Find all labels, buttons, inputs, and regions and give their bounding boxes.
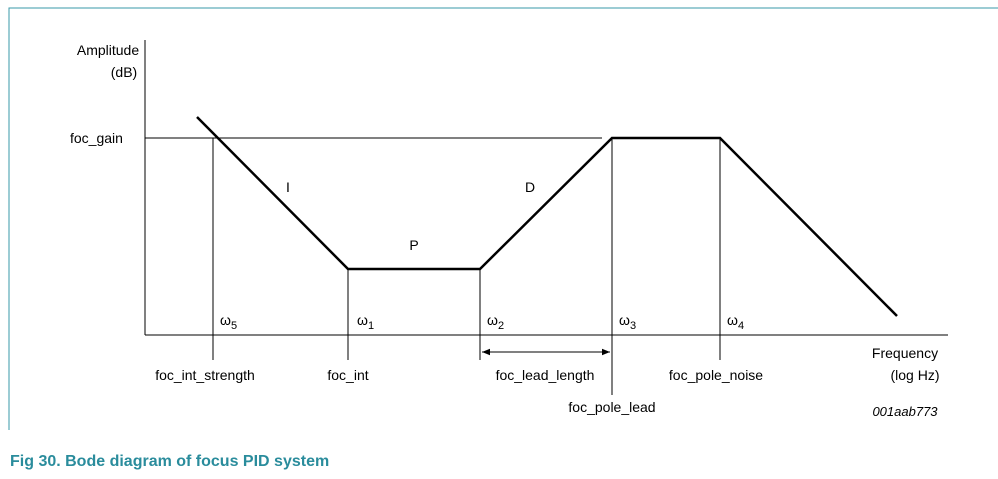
region-label: D: [525, 179, 535, 195]
x-axis-label: (log Hz): [890, 367, 939, 383]
omega-label: ω3: [619, 312, 636, 332]
omega-symbol: ω: [727, 312, 738, 328]
bode-curve: [196, 116, 898, 317]
gain-label: foc_gain: [70, 130, 123, 146]
parameter-label: foc_int: [327, 367, 368, 383]
parameter-label: foc_int_strength: [155, 367, 255, 383]
figure-id: 001aab773: [872, 404, 938, 419]
region-label: P: [409, 237, 418, 253]
omega-symbol: ω: [619, 312, 630, 328]
omega-symbol: ω: [357, 312, 368, 328]
omega-symbol: ω: [487, 312, 498, 328]
omega-label: ω4: [727, 312, 744, 332]
omega-subscript: 3: [630, 320, 636, 332]
caption: Fig 30. Bode diagram of focus PID system: [10, 453, 329, 470]
omega-subscript: 2: [498, 320, 504, 332]
omega-subscript: 4: [738, 320, 744, 332]
x-axis-label: Frequency: [872, 345, 938, 361]
omega-label: ω2: [487, 312, 504, 332]
frame: [8, 7, 998, 430]
parameter-label: foc_lead_length: [496, 367, 595, 383]
omega-subscript: 5: [231, 320, 237, 332]
omega-symbol: ω: [220, 312, 231, 328]
region-label: I: [286, 179, 290, 195]
y-axis-label: (dB): [111, 64, 137, 80]
omega-subscript: 1: [368, 320, 374, 332]
omega-label: ω1: [357, 312, 374, 332]
omega-label: ω5: [220, 312, 237, 332]
parameter-label: foc_pole_noise: [669, 367, 763, 383]
parameter-label: foc_pole_lead: [568, 399, 655, 415]
y-axis-label: Amplitude: [77, 42, 139, 58]
